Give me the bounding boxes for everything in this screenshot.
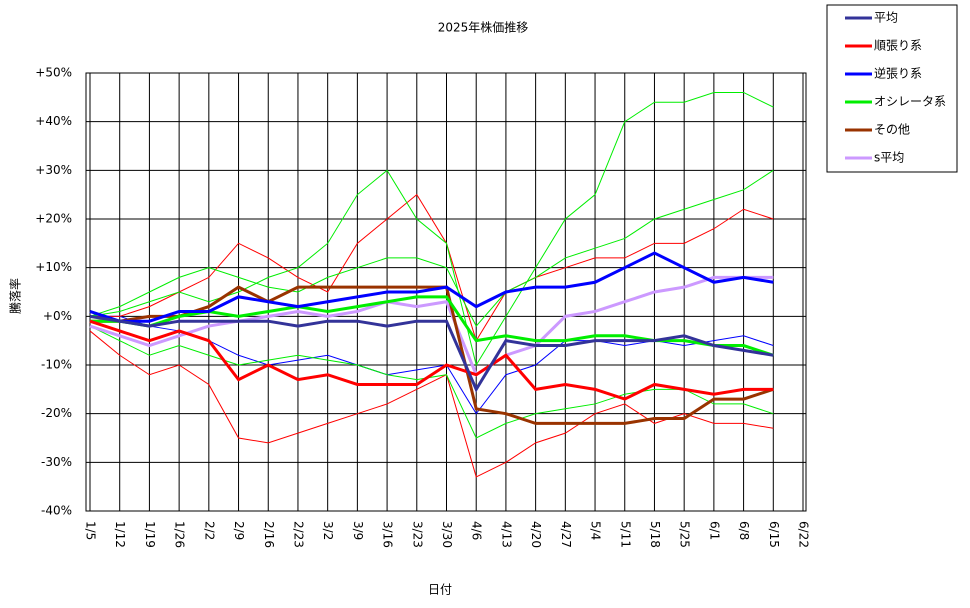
x-tick-label: 2/2 (202, 521, 216, 540)
series-line (90, 193, 774, 342)
x-tick-label: 4/20 (529, 521, 543, 548)
y-axis-label: 騰落率 (8, 278, 23, 314)
legend-label: 平均 (874, 11, 898, 25)
y-tick-label: +40% (35, 114, 72, 128)
series-line (89, 275, 774, 377)
chart-title: 2025年株価推移 (438, 20, 529, 35)
y-tick-label: +20% (35, 212, 72, 226)
series-line (89, 169, 774, 327)
x-tick-label: 6/8 (737, 521, 751, 540)
x-tick-label: 4/6 (470, 521, 484, 540)
series-line (89, 330, 774, 478)
series-line (89, 91, 774, 367)
series-line (89, 314, 774, 393)
x-tick-label: 6/1 (707, 521, 721, 540)
series-line (90, 285, 774, 425)
x-tick-label: 3/2 (321, 521, 335, 540)
y-tick-label: +30% (35, 163, 72, 177)
legend-label: オシレータ系 (874, 95, 946, 109)
x-tick-label: 1/26 (173, 521, 187, 548)
x-tick-label: 3/30 (440, 521, 454, 548)
legend-label: 逆張り系 (874, 66, 922, 81)
series-line (89, 251, 774, 323)
x-tick-label: 5/11 (618, 521, 632, 548)
y-tick-label: -20% (41, 406, 72, 420)
y-tick-label: +0% (43, 309, 72, 323)
legend-box (826, 4, 958, 173)
plot-frame (85, 72, 807, 512)
x-tick-label: 4/13 (499, 521, 513, 548)
x-tick-label: 2/16 (262, 521, 276, 548)
series-line (89, 325, 774, 439)
x-axis-label: 日付 (428, 583, 452, 597)
x-tick-label: 6/15 (767, 521, 781, 548)
x-tick-label: 2/23 (291, 521, 305, 548)
x-tick-label: 3/16 (381, 521, 395, 548)
y-tick-label: +50% (35, 66, 72, 80)
legend-label: s平均 (874, 151, 904, 165)
y-tick-label: -10% (41, 358, 72, 372)
x-tick-label: 1/12 (113, 521, 127, 548)
x-tick-label: 5/25 (678, 521, 692, 548)
y-tick-label: -30% (41, 455, 72, 469)
x-tick-label: 1/19 (143, 521, 157, 548)
x-tick-label: 2/9 (232, 521, 246, 540)
x-tick-label: 6/22 (797, 521, 811, 548)
x-tick-label: 3/9 (351, 521, 365, 540)
y-tick-label: -40% (41, 504, 72, 518)
x-tick-label: 1/5 (84, 521, 98, 540)
x-tick-label: 5/18 (648, 521, 662, 548)
x-tick-label: 3/23 (410, 521, 424, 548)
x-tick-label: 5/4 (589, 521, 603, 540)
legend-label: 順張り系 (874, 39, 922, 53)
series-line (89, 319, 774, 401)
x-tick-label: 4/27 (559, 521, 573, 548)
y-tick-label: +10% (35, 260, 72, 274)
legend-label: その他 (874, 123, 910, 137)
